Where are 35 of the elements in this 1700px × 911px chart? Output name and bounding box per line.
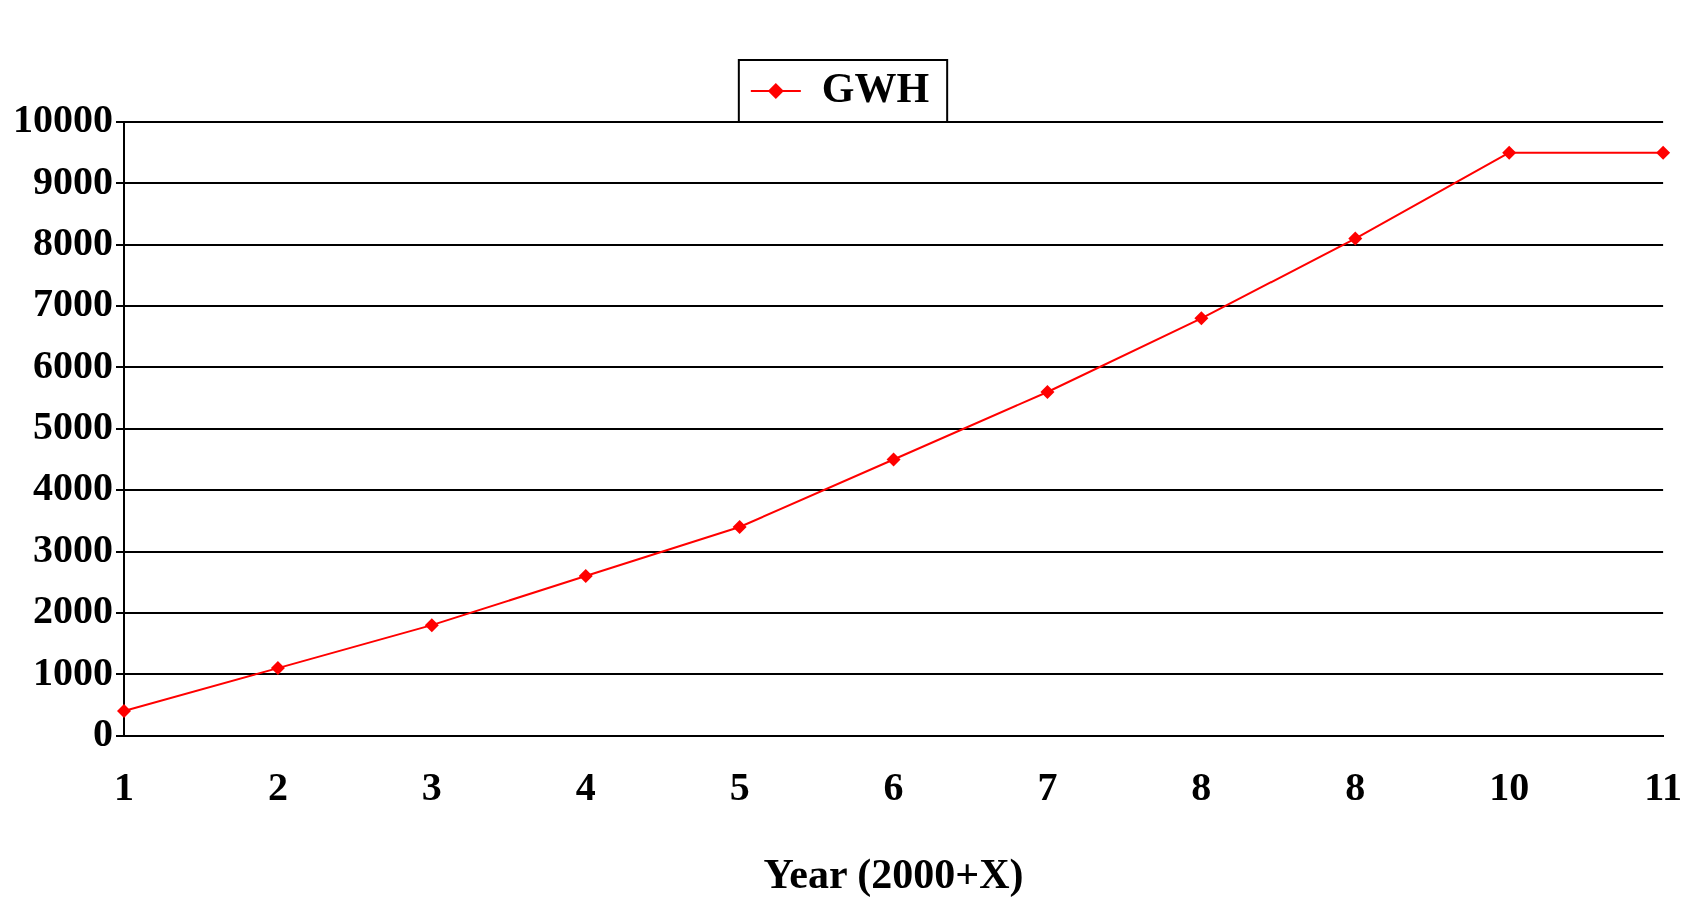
y-tick-label: 1000 bbox=[33, 648, 113, 694]
y-tick-label: 2000 bbox=[33, 587, 113, 633]
x-tick-label: 3 bbox=[421, 763, 442, 809]
point bbox=[117, 704, 131, 719]
y-tick-label: 3000 bbox=[33, 525, 113, 571]
x-tick-label: 4 bbox=[575, 763, 596, 809]
x-tick-label: 6 bbox=[883, 763, 904, 809]
point bbox=[1348, 231, 1363, 246]
point bbox=[578, 569, 593, 584]
y-tick-label: 7000 bbox=[33, 280, 113, 326]
point bbox=[424, 618, 439, 633]
x-tick-label: 5 bbox=[729, 763, 750, 809]
y-tick-label: 8000 bbox=[33, 219, 113, 265]
x-tick-label: 11 bbox=[1644, 763, 1682, 809]
point bbox=[1656, 145, 1671, 160]
y-tick-label: 10000 bbox=[13, 96, 113, 142]
point bbox=[1040, 384, 1055, 399]
x-tick-label: 2 bbox=[267, 763, 288, 809]
x-axis-title: Year (2000+X) bbox=[763, 850, 1024, 898]
point bbox=[886, 452, 901, 467]
y-tick-label: 9000 bbox=[33, 157, 113, 203]
point bbox=[732, 519, 747, 534]
y-tick-label: 5000 bbox=[33, 403, 113, 449]
x-tick-label: 8 bbox=[1191, 763, 1212, 809]
y-tick-label: 6000 bbox=[33, 341, 113, 387]
y-tick-label: 0 bbox=[93, 709, 113, 755]
legend-label: GWH bbox=[821, 64, 930, 111]
point bbox=[270, 661, 285, 676]
point bbox=[1194, 311, 1209, 326]
x-tick-label: 1 bbox=[114, 763, 134, 809]
point bbox=[1502, 145, 1517, 160]
x-tick-label: 10 bbox=[1489, 763, 1530, 809]
y-tick-label: 4000 bbox=[33, 464, 113, 510]
x-tick-label: 8 bbox=[1345, 763, 1366, 809]
x-tick-label: 7 bbox=[1037, 763, 1058, 809]
